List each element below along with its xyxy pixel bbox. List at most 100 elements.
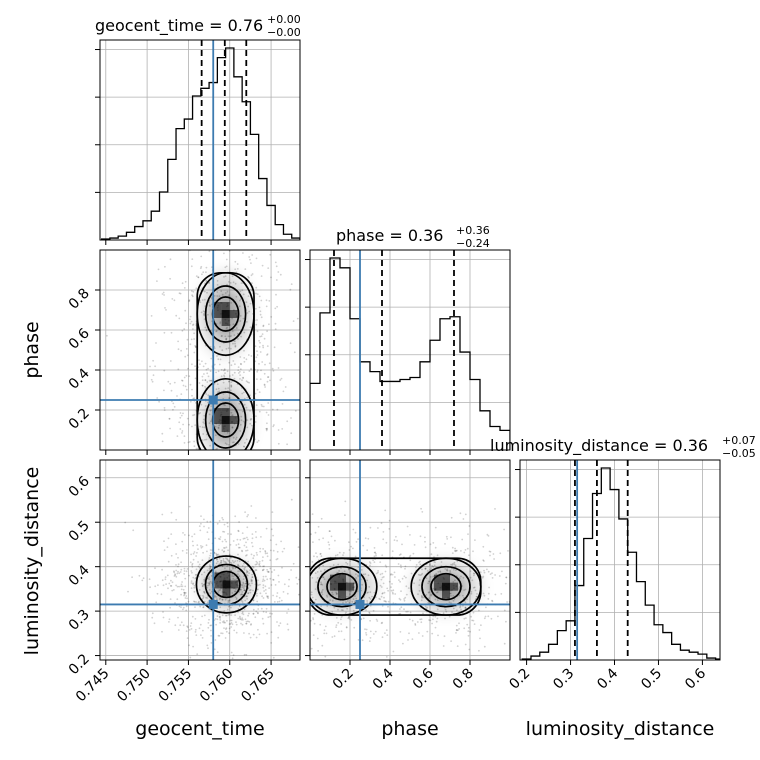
scatter-ph-ld-sample: [368, 640, 371, 642]
scatter-ph-ld-sample: [544, 595, 546, 597]
scatter-gt-phase-sample: [221, 454, 223, 456]
scatter-gt-phase-sample: [264, 386, 266, 388]
scatter-gt-ld-sample: [192, 552, 195, 555]
scatter-gt-phase-sample: [256, 354, 259, 356]
scatter-gt-phase-sample: [247, 275, 250, 278]
scatter-gt-phase-sample: [182, 384, 185, 387]
scatter-gt-ld-sample: [195, 574, 198, 576]
scatter-gt-phase-sample: [276, 305, 278, 308]
scatter-gt-phase-sample: [263, 372, 266, 375]
scatter-gt-ld-sample: [206, 644, 209, 647]
scatter-gt-phase-contour-0-1: [204, 391, 247, 449]
scatter-gt-phase-sample: [234, 260, 237, 263]
scatter-gt-phase-density-cell-1-2: [213, 310, 222, 318]
hist-luminosity-distance-xtick-label-2: 0.4: [594, 665, 621, 692]
scatter-gt-ld-sample: [259, 592, 262, 595]
scatter-ph-ld-sample: [458, 622, 460, 625]
scatter-gt-ld-sample: [189, 656, 192, 659]
scatter-ph-ld-sample: [293, 620, 295, 622]
scatter-gt-phase-sample: [223, 368, 226, 371]
scatter-gt-ld-sample: [244, 511, 247, 513]
scatter-gt-phase-sample: [193, 338, 196, 340]
scatter-ph-ld-sample: [388, 519, 391, 522]
scatter-gt-phase-sample: [245, 492, 247, 494]
scatter-gt-ld-sample: [170, 585, 173, 587]
scatter-ph-ld-sample: [321, 644, 324, 647]
scatter-gt-ld-sample: [247, 560, 250, 563]
scatter-gt-phase-sample: [256, 388, 259, 391]
scatter-gt-ld-sample: [257, 612, 259, 615]
scatter-ph-ld-sample: [296, 581, 298, 583]
scatter-gt-ld-sample: [183, 573, 186, 575]
scatter-gt-phase-sample: [215, 371, 218, 374]
scatter-gt-ld-sample: [173, 570, 175, 573]
scatter-gt-ld-sample: [185, 609, 188, 612]
scatter-ph-ld-sample: [473, 623, 476, 625]
scatter-ph-ld-sample: [291, 579, 293, 581]
scatter-gt-phase-content: [106, 235, 299, 538]
scatter-gt-phase-sample: [233, 479, 235, 481]
scatter-ph-ld-sample: [348, 616, 350, 619]
scatter-gt-ld-sample: [273, 601, 276, 603]
scatter-ph-ld-sample: [411, 638, 414, 640]
scatter-gt-ld-sample: [208, 557, 211, 559]
scatter-ph-ld-sample: [342, 552, 345, 554]
scatter-ph-ld-sample: [486, 533, 489, 536]
scatter-gt-ld-sample: [174, 624, 177, 627]
scatter-gt-phase-sample: [193, 440, 196, 443]
scatter-gt-phase-sample: [201, 375, 204, 378]
scatter-ph-ld-sample: [429, 619, 432, 622]
scatter-gt-ld-sample: [180, 606, 182, 609]
scatter-gt-ld-sample: [190, 622, 193, 624]
scatter-gt-ld-sample: [256, 562, 259, 564]
scatter-ph-ld-sample: [426, 630, 429, 633]
scatter-gt-ld-sample: [252, 612, 255, 615]
scatter-gt-phase-sample: [218, 460, 220, 462]
scatter-gt-ld-sample: [245, 622, 248, 625]
scatter-gt-phase-sample: [169, 360, 172, 362]
scatter-ph-ld-density-cell-1-3: [442, 582, 450, 591]
scatter-ph-ld-sample: [311, 561, 314, 563]
scatter-ph-ld-sample: [390, 586, 392, 588]
scatter-ph-ld-sample: [382, 531, 385, 533]
scatter-gt-ld-frame: [99, 459, 301, 661]
scatter-gt-ld-sample: [215, 623, 218, 626]
scatter-ph-ld-sample: [499, 552, 502, 555]
scatter-ph-ld-sample: [294, 568, 296, 570]
scatter-gt-phase-sample: [154, 365, 157, 368]
scatter-gt-ld-sample: [184, 592, 187, 594]
scatter-gt-ld-sample: [250, 624, 252, 626]
scatter-gt-phase-sample: [220, 463, 222, 465]
scatter-gt-ld-sample: [241, 611, 244, 613]
scatter-gt-phase-sample: [234, 235, 236, 237]
scatter-ph-ld-sample: [494, 508, 496, 510]
scatter-gt-ld-sample: [165, 583, 168, 585]
scatter-gt-ld-sample: [164, 578, 167, 581]
scatter-ph-ld-sample: [431, 622, 433, 625]
scatter-gt-phase-sample: [258, 410, 261, 413]
scatter-ph-ld-sample: [292, 640, 294, 642]
scatter-gt-phase-sample: [232, 463, 234, 465]
xlabel-luminosity-distance: luminosity_distance: [526, 718, 715, 740]
scatter-gt-ld-content: [124, 498, 300, 660]
scatter-ph-ld-contour-0-1: [317, 565, 367, 608]
scatter-gt-phase-sample: [239, 489, 241, 491]
scatter-gt-ld-sample: [202, 629, 204, 632]
scatter-ph-ld-sample: [379, 598, 382, 601]
scatter-ph-ld-sample: [500, 593, 503, 595]
scatter-gt-phase-sample: [235, 247, 237, 249]
scatter-gt-phase-sample: [187, 367, 189, 370]
scatter-gt-phase-sample: [221, 536, 223, 538]
scatter-ph-ld-sample: [379, 561, 382, 563]
scatter-gt-ld-sample: [186, 625, 189, 628]
scatter-ph-ld-sample: [386, 587, 389, 590]
scatter-gt-phase-sample: [242, 458, 244, 460]
scatter-gt-ld-sample: [197, 548, 199, 550]
scatter-ph-ld-sample: [408, 632, 410, 635]
scatter-ph-ld-sample: [380, 578, 383, 581]
scatter-gt-ld-sample: [207, 647, 209, 650]
scatter-ph-ld-sample: [391, 550, 394, 553]
scatter-gt-phase-sample: [180, 349, 183, 352]
scatter-gt-ld-sample: [266, 632, 268, 635]
scatter-gt-ld-sample: [223, 547, 225, 549]
